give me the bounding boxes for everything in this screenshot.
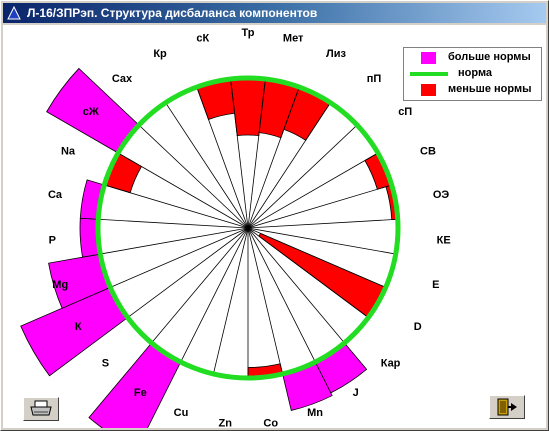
polar-chart: Тр Мет Лиз пП сП СВ ОЭ КЕ E D Кар J Mn Со Zn Cu Fe S К Mg P C… xyxy=(20,27,451,428)
segment-label-Сах: Сах xyxy=(112,73,133,85)
spoke-line xyxy=(98,218,249,229)
segment-label-E: E xyxy=(432,279,439,291)
spoke-line xyxy=(247,227,396,255)
segment-label-Mg: Mg xyxy=(52,279,68,291)
segment-label-К: К xyxy=(75,321,82,333)
legend-item-norm: норма xyxy=(404,67,541,81)
spoke-line xyxy=(104,184,249,229)
spoke-line xyxy=(165,102,249,229)
spoke-line xyxy=(247,86,300,229)
segment-label-Тр: Тр xyxy=(241,27,254,39)
exit-door-icon xyxy=(497,398,517,416)
segment-label-ОЭ: ОЭ xyxy=(433,189,450,201)
spoke-line xyxy=(247,227,316,363)
spoke-line xyxy=(230,78,249,229)
spoke-line xyxy=(247,124,358,229)
segment-label-Mn: Mn xyxy=(307,407,323,419)
legend-label-below: меньше нормы xyxy=(448,83,532,95)
segment-label-Со: Со xyxy=(263,418,278,428)
spoke-line xyxy=(247,102,331,229)
spoke-line xyxy=(247,227,345,344)
spoke-line xyxy=(247,184,392,229)
spoke-line xyxy=(100,227,249,255)
segment-label-J: J xyxy=(353,387,359,399)
segment-label-СВ: СВ xyxy=(420,145,436,157)
legend-swatch-norm xyxy=(410,72,448,76)
legend-item-above: больше нормы xyxy=(404,51,541,65)
spoke-line xyxy=(138,124,249,229)
segment-label-D: D xyxy=(414,321,422,333)
exit-button[interactable] xyxy=(489,395,525,419)
segment-label-Cu: Cu xyxy=(174,407,189,419)
legend: больше нормы норма меньше нормы xyxy=(403,47,542,101)
segment-label-S: S xyxy=(102,358,109,370)
segment-label-Лиз: Лиз xyxy=(326,48,346,60)
segment-label-Ca: Ca xyxy=(48,189,63,201)
legend-label-norm: норма xyxy=(458,67,493,79)
spoke-line xyxy=(247,227,283,375)
segment-label-сК: сК xyxy=(196,32,209,44)
spoke-line xyxy=(247,227,369,318)
spoke-line xyxy=(180,227,249,363)
segment-label-Na: Na xyxy=(61,145,76,157)
bar-below-D xyxy=(258,232,387,319)
spoke-line xyxy=(196,86,249,229)
print-button[interactable] xyxy=(23,397,59,421)
segment-label-сЖ: сЖ xyxy=(83,106,99,118)
segment-label-Мет: Мет xyxy=(283,32,304,44)
title-bar[interactable]: Л-16/ЗПРэп. Структура дисбаланса компоне… xyxy=(3,3,546,23)
segment-label-Кр: Кр xyxy=(153,48,167,60)
spoke-line xyxy=(247,78,266,229)
legend-label-above: больше нормы xyxy=(448,51,531,63)
spoke-line xyxy=(213,227,249,375)
spoke-line xyxy=(110,227,249,288)
spoke-line xyxy=(127,227,249,318)
spoke-line xyxy=(247,218,398,229)
norm-circle xyxy=(95,75,401,381)
chart-canvas: Тр Мет Лиз пП сП СВ ОЭ КЕ E D Кар J Mn Со Zn Cu Fe S К Mg P C… xyxy=(3,25,546,428)
app-icon xyxy=(7,6,21,20)
segment-label-КЕ: КЕ xyxy=(437,234,451,246)
legend-item-below: меньше нормы xyxy=(404,83,541,97)
segment-label-Fe: Fe xyxy=(134,387,147,399)
segment-label-сП: сП xyxy=(398,106,412,118)
segment-label-Кар: Кар xyxy=(381,358,401,370)
printer-icon xyxy=(30,400,52,416)
segment-label-P: P xyxy=(49,234,56,246)
window-title: Л-16/ЗПРэп. Структура дисбаланса компоне… xyxy=(27,6,318,20)
segment-label-пП: пП xyxy=(367,73,382,85)
legend-swatch-above xyxy=(421,52,436,64)
spoke-line xyxy=(151,227,249,344)
spoke-line xyxy=(247,152,379,229)
spoke-line xyxy=(247,227,386,288)
spoke-line xyxy=(117,152,249,229)
segment-label-Zn: Zn xyxy=(219,418,233,428)
legend-swatch-below xyxy=(421,84,436,96)
